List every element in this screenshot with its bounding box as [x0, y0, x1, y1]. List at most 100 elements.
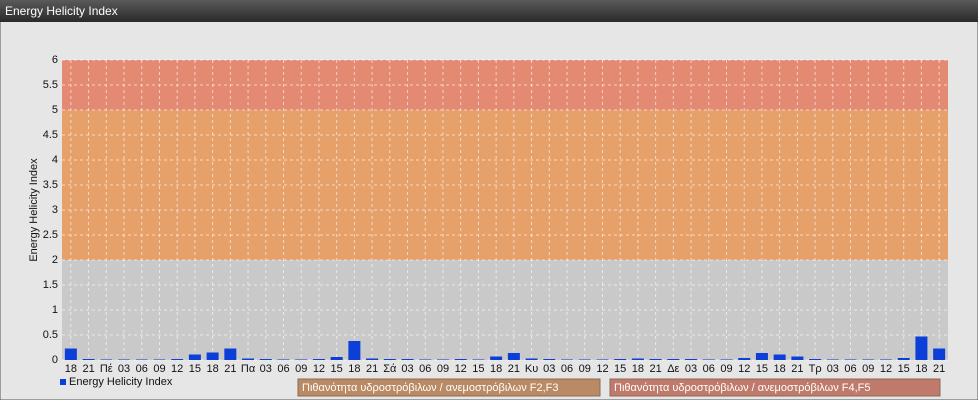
x-tick-label: Πέ	[100, 363, 113, 375]
x-tick-label: Πα	[241, 363, 256, 375]
x-tick-label: 21	[791, 363, 803, 375]
bar	[242, 358, 255, 360]
bar	[702, 359, 715, 360]
x-tick-label: 09	[153, 363, 165, 375]
bar	[330, 357, 343, 360]
x-tick-label: 18	[915, 363, 927, 375]
x-tick-label: 06	[277, 363, 289, 375]
bar	[631, 358, 644, 360]
bar	[277, 359, 290, 360]
bar	[366, 358, 379, 360]
bar	[879, 359, 892, 360]
x-tick-label: 09	[862, 363, 874, 375]
x-tick-label: 18	[65, 363, 77, 375]
y-tick-label: 5.5	[43, 79, 58, 91]
bar	[561, 359, 574, 360]
x-tick-label: 03	[401, 363, 413, 375]
x-tick-label: 21	[508, 363, 520, 375]
x-tick-label: 06	[844, 363, 856, 375]
x-tick-label: 18	[632, 363, 644, 375]
bar	[933, 348, 946, 360]
y-tick-label: 2.5	[43, 229, 58, 241]
x-tick-label: 18	[348, 363, 360, 375]
x-tick-label: 09	[579, 363, 591, 375]
bar	[188, 354, 201, 360]
bar	[454, 359, 467, 360]
band-legend-box	[609, 378, 941, 397]
x-tick-label: 06	[419, 363, 431, 375]
x-tick-label: 12	[313, 363, 325, 375]
x-tick-label: 15	[614, 363, 626, 375]
x-tick-label: 12	[171, 363, 183, 375]
x-tick-label: 18	[490, 363, 502, 375]
bar	[295, 359, 308, 360]
y-tick-label: 1.5	[43, 279, 58, 291]
title-bar	[0, 0, 978, 22]
x-tick-label: 06	[136, 363, 148, 375]
x-tick-label: 12	[880, 363, 892, 375]
y-tick-label: 5	[52, 104, 58, 116]
bar	[118, 359, 131, 360]
bar	[649, 359, 662, 360]
x-tick-label: Σά	[383, 363, 397, 375]
bar	[419, 359, 432, 360]
x-tick-label: Τρ	[809, 363, 822, 375]
y-tick-label: 3.5	[43, 179, 58, 191]
legend-marker	[60, 379, 66, 385]
bar	[171, 359, 184, 360]
bar	[507, 353, 520, 360]
bar	[614, 359, 627, 360]
x-tick-label: 21	[82, 363, 94, 375]
x-tick-label: 18	[774, 363, 786, 375]
bar	[897, 358, 910, 360]
bar	[720, 359, 733, 360]
bar	[100, 359, 113, 360]
x-tick-label: 03	[685, 363, 697, 375]
x-tick-label: 12	[596, 363, 608, 375]
x-tick-label: 09	[720, 363, 732, 375]
bar	[348, 341, 361, 360]
bar	[525, 358, 538, 360]
x-tick-label: 21	[224, 363, 236, 375]
x-tick-label: 03	[827, 363, 839, 375]
x-tick-label: 15	[472, 363, 484, 375]
bar	[862, 359, 875, 360]
y-tick-label: 3	[52, 204, 58, 216]
x-tick-label: 21	[649, 363, 661, 375]
bar	[472, 359, 485, 360]
bar	[915, 336, 928, 360]
bar	[259, 359, 272, 360]
x-tick-label: 09	[295, 363, 307, 375]
x-tick-label: 21	[366, 363, 378, 375]
x-tick-label: 15	[331, 363, 343, 375]
y-tick-label: 0	[52, 354, 58, 366]
x-tick-label: 09	[437, 363, 449, 375]
x-tick-label: 12	[738, 363, 750, 375]
band-legend-label: Πιθανότητα υδροστρόβιλων / ανεμοστρόβιλω…	[614, 382, 871, 394]
x-tick-label: 15	[898, 363, 910, 375]
bar	[844, 359, 857, 360]
bar	[685, 359, 698, 360]
bar	[206, 352, 219, 360]
chart-title: Energy Helicity Index	[5, 4, 118, 18]
x-tick-label: 21	[933, 363, 945, 375]
y-tick-label: 0.5	[43, 329, 58, 341]
legend-label: Energy Helicity Index	[69, 376, 173, 388]
bar	[738, 358, 751, 360]
x-tick-label: 12	[455, 363, 467, 375]
x-tick-label: 03	[260, 363, 272, 375]
bar	[64, 348, 77, 360]
y-tick-label: 2	[52, 254, 58, 266]
bar	[401, 359, 414, 360]
x-tick-label: 06	[703, 363, 715, 375]
bar	[82, 359, 95, 360]
bar	[153, 359, 166, 360]
bar	[543, 359, 556, 360]
x-tick-label: 06	[561, 363, 573, 375]
bar	[809, 359, 822, 360]
bar	[436, 359, 449, 360]
bar	[773, 354, 786, 360]
y-tick-label: 4.5	[43, 129, 58, 141]
x-tick-label: 15	[756, 363, 768, 375]
